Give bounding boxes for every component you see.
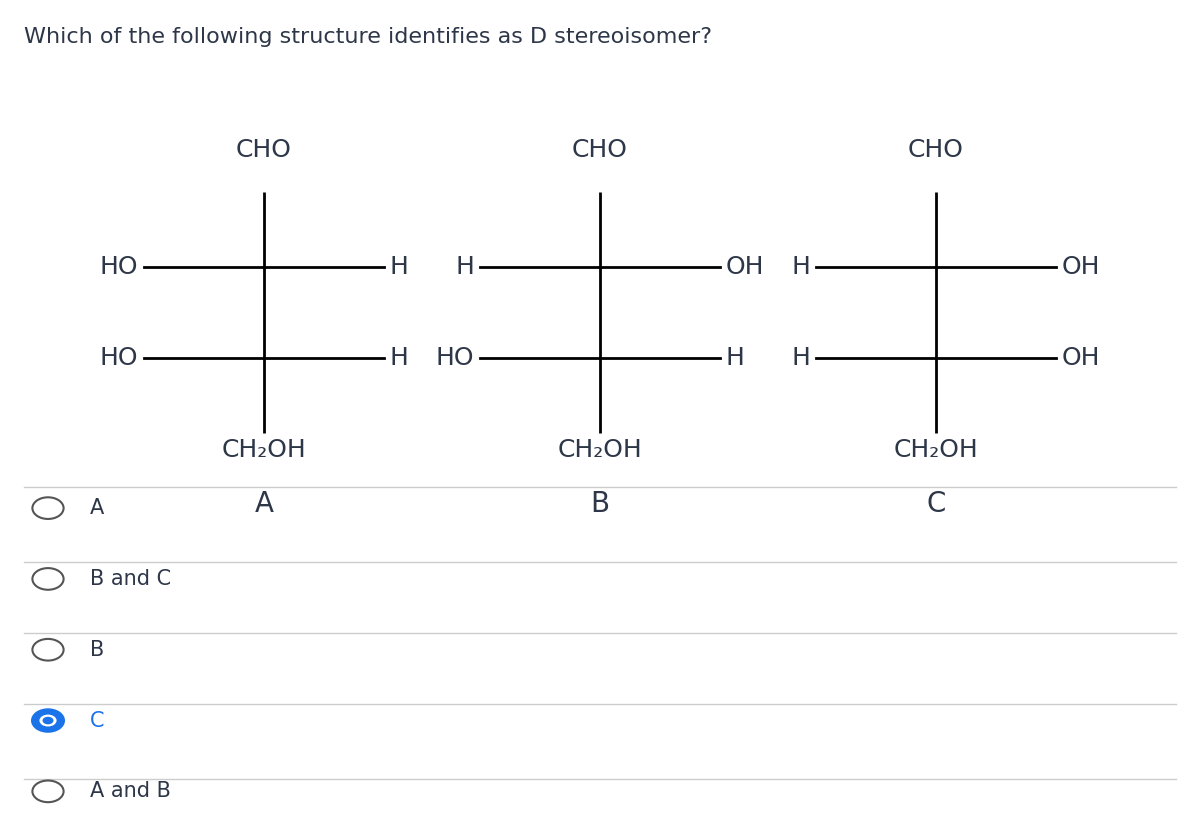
Text: H: H [390, 347, 409, 370]
Text: B and C: B and C [90, 569, 172, 589]
Text: OH: OH [1062, 255, 1100, 278]
Text: HO: HO [100, 255, 138, 278]
Text: H: H [791, 255, 810, 278]
Text: CHO: CHO [908, 138, 964, 162]
Text: C: C [926, 490, 946, 518]
Text: H: H [791, 347, 810, 370]
Text: HO: HO [436, 347, 474, 370]
Circle shape [42, 716, 54, 725]
Circle shape [32, 710, 64, 731]
Text: B: B [90, 640, 104, 660]
Text: Which of the following structure identifies as D stereoisomer?: Which of the following structure identif… [24, 27, 712, 47]
Circle shape [40, 715, 56, 726]
Text: HO: HO [100, 347, 138, 370]
Text: A: A [254, 490, 274, 518]
Text: CH₂OH: CH₂OH [558, 438, 642, 461]
Text: H: H [390, 255, 409, 278]
Text: CHO: CHO [236, 138, 292, 162]
Text: CH₂OH: CH₂OH [894, 438, 978, 461]
Text: OH: OH [726, 255, 764, 278]
Text: A: A [90, 498, 104, 518]
Text: CHO: CHO [572, 138, 628, 162]
Text: A and B: A and B [90, 781, 170, 801]
Text: B: B [590, 490, 610, 518]
Text: H: H [726, 347, 745, 370]
Text: OH: OH [1062, 347, 1100, 370]
Text: C: C [90, 711, 104, 731]
Text: H: H [455, 255, 474, 278]
Text: CH₂OH: CH₂OH [222, 438, 306, 461]
